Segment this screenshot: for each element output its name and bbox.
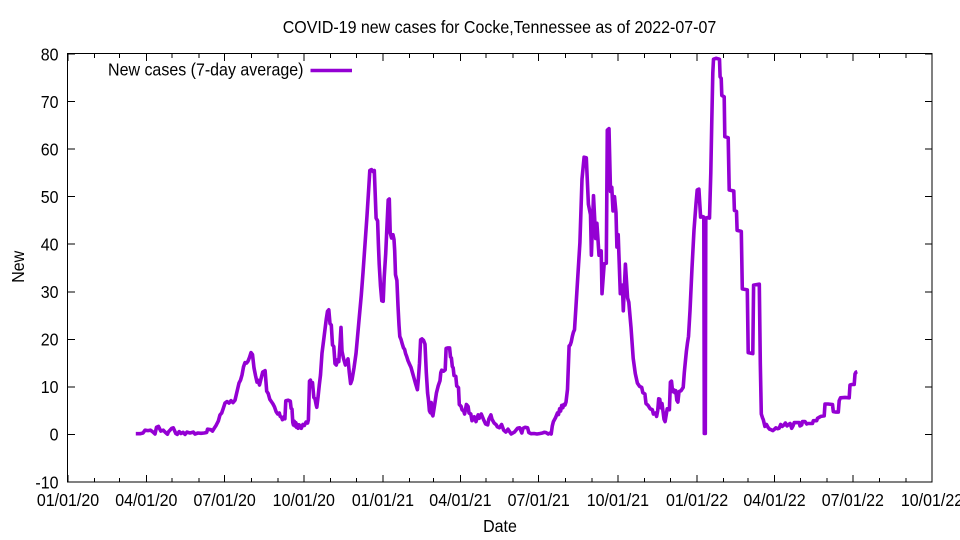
svg-text:New cases (7-day average): New cases (7-day average): [108, 60, 303, 80]
svg-text:60: 60: [41, 140, 59, 160]
svg-text:10/01/20: 10/01/20: [273, 491, 335, 511]
svg-text:10/01/21: 10/01/21: [587, 491, 649, 511]
svg-text:04/01/20: 04/01/20: [115, 491, 177, 511]
svg-text:04/01/22: 04/01/22: [743, 491, 805, 511]
svg-text:10: 10: [41, 378, 59, 398]
svg-text:10/01/22: 10/01/22: [901, 491, 960, 511]
svg-text:50: 50: [41, 187, 59, 207]
svg-text:30: 30: [41, 283, 59, 303]
svg-text:01/01/20: 01/01/20: [37, 491, 99, 511]
svg-text:Date: Date: [483, 516, 517, 536]
svg-text:40: 40: [41, 235, 59, 255]
svg-text:COVID-19 new cases for Cocke,T: COVID-19 new cases for Cocke,Tennessee a…: [283, 17, 717, 37]
svg-text:-10: -10: [35, 473, 58, 493]
svg-text:01/01/21: 01/01/21: [352, 491, 414, 511]
svg-text:80: 80: [41, 45, 59, 65]
svg-text:04/01/21: 04/01/21: [429, 491, 491, 511]
svg-text:70: 70: [41, 92, 59, 112]
svg-text:01/01/22: 01/01/22: [666, 491, 728, 511]
svg-text:New: New: [8, 250, 28, 283]
svg-text:07/01/20: 07/01/20: [194, 491, 256, 511]
svg-text:07/01/22: 07/01/22: [822, 491, 884, 511]
svg-text:20: 20: [41, 330, 59, 350]
svg-text:07/01/21: 07/01/21: [508, 491, 570, 511]
svg-text:0: 0: [50, 425, 59, 445]
